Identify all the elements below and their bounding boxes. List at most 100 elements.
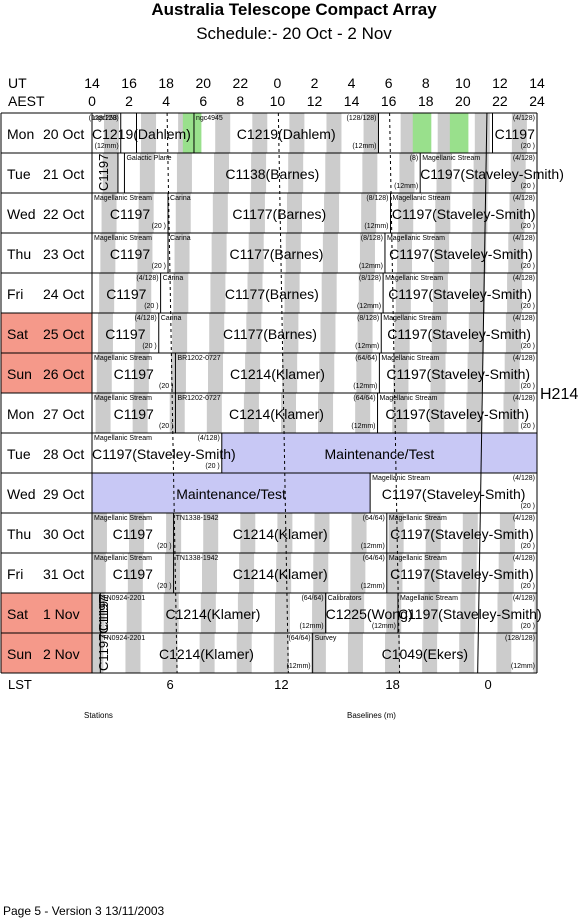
lst-stripe — [422, 633, 438, 673]
lst-stripe — [429, 393, 445, 433]
date-label: 30 Oct — [43, 526, 85, 542]
lst-stripe — [460, 593, 476, 633]
lst-stripe — [356, 353, 372, 393]
lst-stripe — [361, 193, 377, 233]
weekday-label: Fri — [7, 566, 24, 582]
lst-stripe — [434, 233, 450, 273]
green-cell — [412, 113, 432, 153]
block-wavelength-label: (12mm) — [351, 423, 376, 430]
lst-stripe — [175, 193, 191, 233]
lst-stripe — [534, 593, 537, 633]
date-label: 2 Nov — [43, 646, 80, 662]
block-project-label: C1177(Barnes) — [223, 326, 317, 342]
green-cell — [449, 113, 469, 153]
block-project-label: C1214(Klamer) — [229, 406, 324, 422]
lst-stripe — [202, 553, 218, 593]
lst-stripe — [236, 633, 252, 673]
block-source-label: Magellanic Stream — [388, 555, 447, 562]
block-wavelength-label: (12mm) — [355, 343, 380, 350]
lst-stripe — [358, 273, 374, 313]
lst-stripe — [288, 153, 304, 193]
lst-stripe — [355, 393, 371, 433]
weekday-label: Mon — [7, 126, 35, 142]
ut-tick-label: 4 — [347, 75, 356, 91]
block-project-label: C1138(Barnes) — [225, 166, 320, 182]
block-project-label: C1197 — [109, 206, 151, 222]
aest-tick-label: 22 — [492, 93, 508, 109]
lst-stripe — [283, 313, 299, 353]
lst-stripe — [273, 633, 289, 673]
block-wavelength-label: (20 ) — [151, 223, 167, 230]
block-source-label: TN0924-2201 — [102, 595, 146, 602]
lst-stripe — [133, 353, 149, 393]
block-wavelength-label: (20 ) — [520, 223, 535, 230]
lst-stripe — [138, 193, 154, 233]
block-source-label: Magellanic Stream — [399, 595, 458, 602]
lst-stripe — [400, 113, 416, 153]
lst-stripe — [505, 313, 521, 353]
date-label: 22 Oct — [43, 206, 85, 222]
lst-stripe — [511, 113, 527, 153]
weekday-label: Fri — [7, 286, 24, 302]
block-wavelength-label: (20 ) — [520, 303, 535, 310]
block-project-label: Maintenance/Test — [176, 486, 286, 502]
lst-stripe — [209, 313, 225, 353]
ut-tick-label: 0 — [273, 75, 282, 91]
lst-stripe — [274, 593, 290, 633]
block-wavelength-label: (12mm) — [358, 263, 383, 270]
lst-stripe — [313, 553, 329, 593]
block-project-label: C1197(Staveley-Smith) — [387, 326, 531, 342]
block-wavelength-label: (20 ) — [157, 583, 172, 590]
lst-label: LST — [8, 677, 32, 692]
block-channels-label: (4/128) — [512, 155, 535, 162]
block-source-label: Magellanic Stream — [379, 395, 438, 402]
block-channels-label: (4/128) — [134, 315, 157, 322]
lst-stripe — [510, 153, 526, 193]
lst-stripe — [137, 233, 153, 273]
baselines-label: Baselines (m) — [347, 711, 396, 720]
lst-stripe — [125, 633, 141, 673]
block-wavelength-label: (12mm) — [356, 303, 382, 310]
block-project-label: C1197(Staveley-Smith) — [389, 246, 533, 262]
lst-stripe — [397, 233, 413, 273]
lst-stripe — [324, 193, 340, 233]
block-source-label: TN1338-1942 — [175, 555, 219, 562]
block-project-label: C1197(Staveley-Smith) — [390, 526, 534, 542]
lst-stripe — [248, 233, 264, 273]
ut-tick-label: 2 — [310, 75, 319, 91]
block-channels-label: (4/128) — [512, 475, 535, 482]
block-source-label: BR1202-0727 — [177, 355, 221, 362]
lst-stripe — [535, 553, 537, 593]
lst-stripe — [312, 593, 328, 633]
ut-tick-label: 14 — [84, 75, 100, 91]
date-label: 21 Oct — [43, 166, 85, 182]
weekday-label: Tue — [7, 166, 31, 182]
aest-tick-label: 0 — [88, 93, 96, 109]
block-project-label: C1177(Barnes) — [232, 206, 327, 222]
ut-tick-label: 18 — [158, 75, 174, 91]
lst-stripe — [499, 513, 515, 553]
ut-tick-label: 8 — [421, 75, 430, 91]
ut-tick-label: 20 — [195, 75, 212, 91]
weekday-label: Wed — [7, 206, 36, 222]
lst-stripe — [425, 513, 441, 553]
block-channels-label: (64/64) — [301, 595, 324, 602]
lst-tick-label: 12 — [274, 677, 289, 692]
lst-stripe — [473, 153, 489, 193]
lst-stripe — [277, 513, 293, 553]
block-wavelength-label: (12mm) — [371, 623, 396, 630]
lst-stripe — [164, 553, 180, 593]
block-wavelength-label: (12mm) — [364, 223, 389, 230]
lst-stripe — [252, 113, 268, 153]
block-source-label: Carina — [162, 275, 184, 282]
block-source-label: Magellanic Stream — [94, 515, 152, 522]
block-channels-label: (64/64) — [353, 395, 376, 402]
weekday-label: Sun — [7, 646, 32, 662]
aest-tick-label: 14 — [343, 93, 360, 109]
weekday-label: Sat — [7, 326, 29, 342]
block-channels-label: (4/128) — [512, 235, 535, 242]
lst-stripe — [211, 233, 227, 273]
lst-stripe — [466, 393, 482, 433]
block-channels-label: (4/128) — [512, 395, 535, 402]
